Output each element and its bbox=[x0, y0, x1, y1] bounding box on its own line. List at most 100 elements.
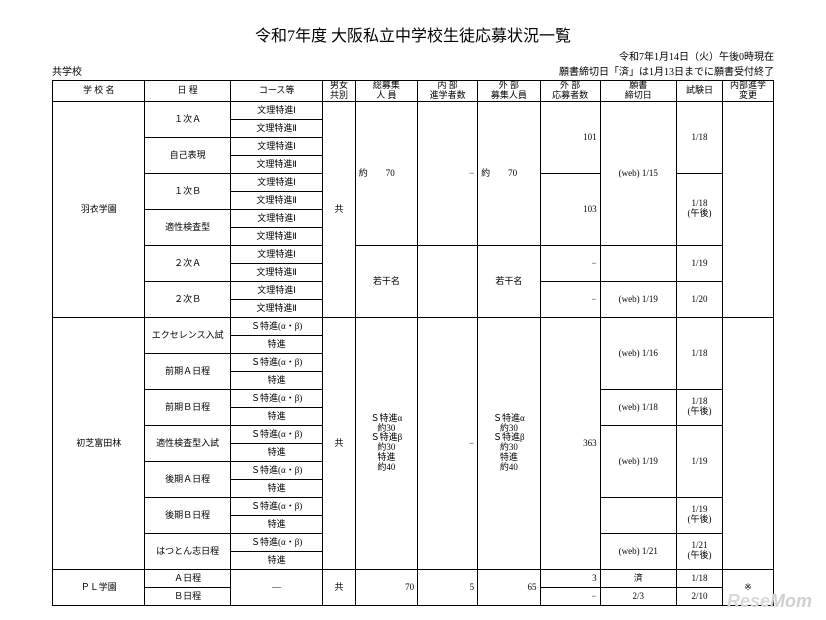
course: Ｓ特進(α・β) bbox=[230, 461, 322, 479]
course: 特進 bbox=[230, 551, 322, 569]
extapp: − bbox=[540, 281, 600, 317]
sched: 前期Ｂ日程 bbox=[145, 389, 231, 425]
deadline: (web) 1/21 bbox=[600, 533, 676, 569]
school-hagoromo: 羽衣学園 bbox=[53, 101, 145, 317]
course: 文理特進Ⅰ bbox=[230, 101, 322, 119]
gender: 共 bbox=[323, 317, 355, 569]
course: 文理特進Ⅱ bbox=[230, 191, 322, 209]
applications-table: 学 校 名 日 程 コース等 男女共別 総募集人 員 内 部進学者数 外 部募集… bbox=[52, 80, 774, 606]
course: 文理特進Ⅰ bbox=[230, 209, 322, 227]
course: 特進 bbox=[230, 443, 322, 461]
deadline bbox=[600, 245, 676, 281]
course: 文理特進Ⅰ bbox=[230, 245, 322, 263]
school-hatsushiba: 初芝富田林 bbox=[53, 317, 145, 569]
extrec: 約 70 bbox=[478, 101, 540, 245]
total: Ｓ特進α約30Ｓ特進β約30特進約40 bbox=[355, 317, 417, 569]
extapp: − bbox=[540, 587, 600, 605]
th-course: コース等 bbox=[230, 81, 322, 102]
watermark: ReseMom bbox=[727, 591, 812, 612]
total: 若干名 bbox=[355, 245, 417, 317]
sched: 自己表現 bbox=[145, 137, 231, 173]
deadline: (web) 1/18 bbox=[600, 389, 676, 425]
th-school: 学 校 名 bbox=[53, 81, 145, 102]
th-deadline: 願書締切日 bbox=[600, 81, 676, 102]
th-intnum: 内 部進学者数 bbox=[418, 81, 478, 102]
course: 文理特進Ⅱ bbox=[230, 299, 322, 317]
exam: 1/18(午後) bbox=[676, 173, 722, 245]
exam: 2/10 bbox=[676, 587, 722, 605]
deadline-note: 願書締切日「済」は1月13日までに願書受付終了 bbox=[559, 63, 774, 78]
course: 文理特進Ⅰ bbox=[230, 173, 322, 191]
intnum: 5 bbox=[418, 569, 478, 605]
course: 文理特進Ⅰ bbox=[230, 281, 322, 299]
course: — bbox=[230, 569, 322, 605]
sched: Ａ日程 bbox=[145, 569, 231, 587]
sched: １次Ａ bbox=[145, 101, 231, 137]
extapp: 101 bbox=[540, 101, 600, 173]
exam: 1/18 bbox=[676, 569, 722, 587]
intnum: − bbox=[418, 101, 478, 245]
extapp: − bbox=[540, 245, 600, 281]
extrec: Ｓ特進α約30Ｓ特進β約30特進約40 bbox=[478, 317, 540, 569]
sched: ２次Ｂ bbox=[145, 281, 231, 317]
chg bbox=[723, 101, 774, 317]
extapp: 3 bbox=[540, 569, 600, 587]
deadline: 済 bbox=[600, 569, 676, 587]
intnum: − bbox=[418, 317, 478, 569]
course: Ｓ特進(α・β) bbox=[230, 497, 322, 515]
exam: 1/20 bbox=[676, 281, 722, 317]
sched: エクセレンス入試 bbox=[145, 317, 231, 353]
course: Ｓ特進(α・β) bbox=[230, 353, 322, 371]
deadline: (web) 1/19 bbox=[600, 425, 676, 497]
th-extapp: 外 部応募者数 bbox=[540, 81, 600, 102]
course: 特進 bbox=[230, 407, 322, 425]
category-label: 共学校 bbox=[52, 63, 82, 78]
th-exam: 試験日 bbox=[676, 81, 722, 102]
extrec: 若干名 bbox=[478, 245, 540, 317]
course: Ｓ特進(α・β) bbox=[230, 533, 322, 551]
extrec: 65 bbox=[478, 569, 540, 605]
exam: 1/18 bbox=[676, 101, 722, 173]
exam: 1/19(午後) bbox=[676, 497, 722, 533]
sched: 後期Ｂ日程 bbox=[145, 497, 231, 533]
asof-date: 令和7年1月14日（火）午後0時現在 bbox=[52, 48, 774, 63]
th-gender: 男女共別 bbox=[323, 81, 355, 102]
page-title: 令和7年度 大阪私立中学校生徒応募状況一覧 bbox=[52, 22, 774, 46]
extapp: 103 bbox=[540, 173, 600, 245]
deadline: (web) 1/15 bbox=[600, 101, 676, 245]
course: 文理特進Ⅱ bbox=[230, 155, 322, 173]
sched: 前期Ａ日程 bbox=[145, 353, 231, 389]
course: Ｓ特進(α・β) bbox=[230, 317, 322, 335]
course: 特進 bbox=[230, 335, 322, 353]
exam: 1/21(午後) bbox=[676, 533, 722, 569]
total: 70 bbox=[355, 569, 417, 605]
exam: 1/18 bbox=[676, 317, 722, 389]
sched: １次Ｂ bbox=[145, 173, 231, 209]
sched: 適性検査型入試 bbox=[145, 425, 231, 461]
gender: 共 bbox=[323, 569, 355, 605]
course: 文理特進Ⅱ bbox=[230, 119, 322, 137]
course: 特進 bbox=[230, 371, 322, 389]
sched: はつとん志日程 bbox=[145, 533, 231, 569]
course: 特進 bbox=[230, 515, 322, 533]
th-extrec: 外 部募集人員 bbox=[478, 81, 540, 102]
sched: Ｂ日程 bbox=[145, 587, 231, 605]
course: 文理特進Ⅰ bbox=[230, 137, 322, 155]
chg bbox=[723, 317, 774, 569]
exam: 1/19 bbox=[676, 425, 722, 497]
deadline: 2/3 bbox=[600, 587, 676, 605]
sched: 適性検査型 bbox=[145, 209, 231, 245]
course: 文理特進Ⅱ bbox=[230, 263, 322, 281]
sched: ２次Ａ bbox=[145, 245, 231, 281]
total: 約 70 bbox=[355, 101, 417, 245]
deadline: (web) 1/19 bbox=[600, 281, 676, 317]
course: 特進 bbox=[230, 479, 322, 497]
th-total: 総募集人 員 bbox=[355, 81, 417, 102]
course: 文理特進Ⅱ bbox=[230, 227, 322, 245]
th-chg: 内部進学変更 bbox=[723, 81, 774, 102]
sched: 後期Ａ日程 bbox=[145, 461, 231, 497]
deadline bbox=[600, 497, 676, 533]
intnum bbox=[418, 245, 478, 317]
exam: 1/19 bbox=[676, 245, 722, 281]
exam: 1/18(午後) bbox=[676, 389, 722, 425]
